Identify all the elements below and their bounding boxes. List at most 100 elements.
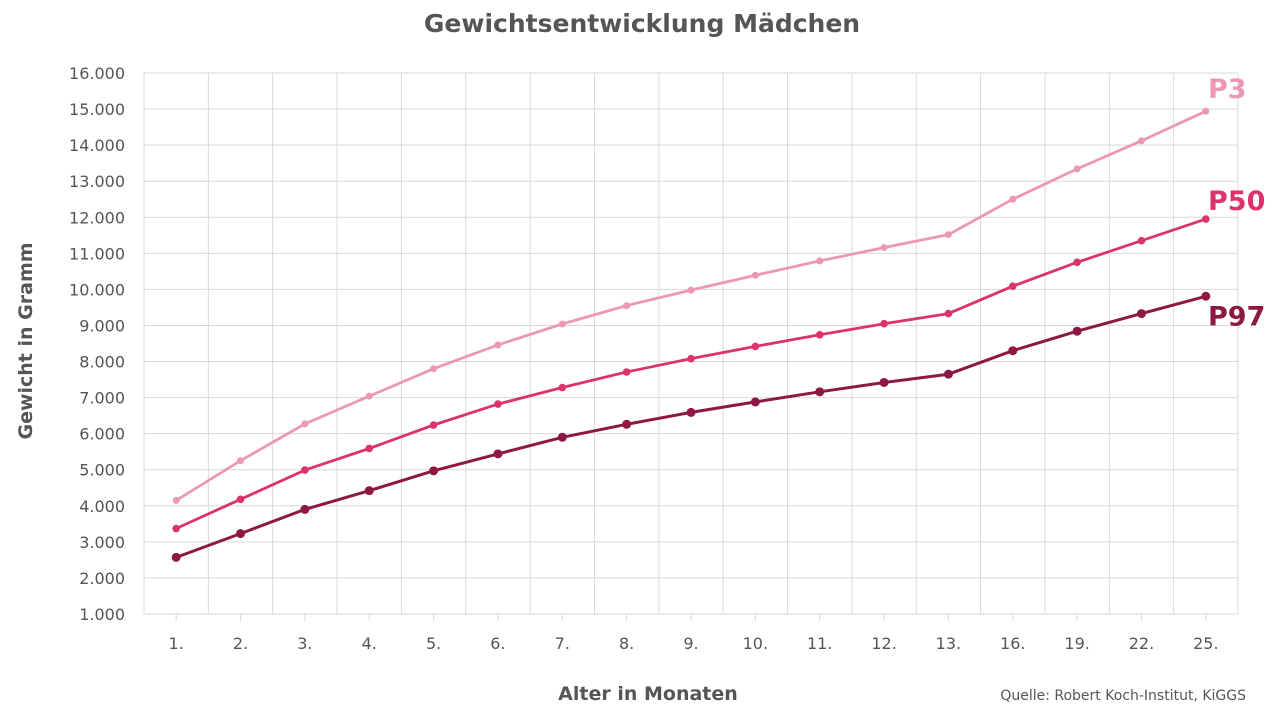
x-tick-label: 2. — [233, 634, 248, 653]
x-tick-label: 12. — [871, 634, 896, 653]
data-point — [1136, 309, 1146, 319]
series-p3 — [172, 107, 1210, 504]
data-point — [943, 369, 953, 379]
y-tick-label: 13.000 — [69, 172, 125, 191]
data-point — [622, 419, 632, 429]
data-point — [880, 244, 888, 252]
x-tick-label: 19. — [1064, 634, 1089, 653]
y-tick-label: 9.000 — [79, 316, 125, 335]
series-line — [175, 217, 1207, 530]
data-point — [623, 302, 631, 310]
y-tick-label: 11.000 — [69, 244, 125, 263]
series-p97 — [171, 291, 1211, 562]
x-tick-label: 4. — [362, 634, 377, 653]
data-point — [816, 257, 824, 265]
data-point — [429, 466, 439, 476]
x-axis-ticks: 1. 2. 3. 4. 5. 6. 7. 8. 9. 10. 11. 12. 13. 16. 19. 22. 2… — [169, 614, 1219, 653]
series-line — [175, 294, 1207, 559]
data-point — [1072, 326, 1082, 336]
y-tick-label: 2.000 — [79, 569, 125, 588]
data-point — [751, 342, 760, 351]
data-point — [815, 387, 825, 397]
x-tick-label: 6. — [490, 634, 505, 653]
data-point — [494, 400, 502, 408]
data-point — [237, 457, 245, 465]
y-axis-title: Gewicht in Gramm — [15, 242, 37, 439]
data-point — [1201, 291, 1211, 301]
y-tick-label: 1.000 — [79, 605, 125, 624]
series-end-label: P97 — [1208, 301, 1265, 332]
data-point — [1073, 258, 1081, 267]
x-tick-label: 10. — [743, 634, 768, 653]
data-point — [429, 421, 438, 429]
x-tick-label: 8. — [619, 634, 634, 653]
data-point — [944, 309, 953, 318]
x-tick-label: 1. — [169, 634, 184, 653]
data-point — [686, 407, 696, 417]
data-point — [1202, 107, 1210, 115]
x-axis-title: Alter in Monaten — [558, 683, 738, 705]
data-point — [1137, 137, 1145, 145]
data-point — [1009, 195, 1017, 203]
data-point — [1008, 282, 1017, 290]
x-tick-label: 9. — [683, 634, 698, 653]
y-axis-ticks: 1.000 2.000 3.000 4.000 5.000 6.000 7.000 8.000… — [69, 64, 125, 624]
data-point — [1008, 346, 1018, 356]
y-tick-label: 14.000 — [69, 136, 125, 155]
data-point — [493, 449, 503, 459]
data-point — [687, 354, 695, 363]
data-point — [172, 524, 180, 533]
data-point — [301, 420, 309, 428]
data-point — [301, 466, 309, 474]
data-point — [1073, 165, 1081, 173]
series-labels: P3 P50 P97 — [1208, 74, 1265, 332]
grid — [143, 72, 1239, 615]
x-tick-label: 5. — [426, 634, 441, 653]
series-end-label: P3 — [1208, 74, 1247, 105]
data-point — [880, 319, 888, 328]
data-point — [558, 320, 566, 328]
x-tick-label: 25. — [1193, 634, 1218, 653]
data-point — [171, 552, 181, 562]
data-point — [815, 331, 824, 339]
data-point — [300, 504, 310, 514]
source-note: Quelle: Robert Koch-Institut, KiGGS — [1000, 688, 1246, 704]
data-point — [364, 486, 374, 496]
data-point — [879, 377, 889, 387]
y-tick-label: 3.000 — [79, 533, 125, 552]
data-point — [622, 368, 631, 376]
data-point — [236, 529, 246, 539]
y-tick-label: 6.000 — [79, 425, 125, 444]
data-point — [172, 496, 180, 504]
data-point — [430, 365, 438, 373]
data-point — [494, 341, 502, 349]
data-point — [1137, 236, 1146, 245]
x-tick-label: 16. — [1000, 634, 1025, 653]
x-tick-label: 7. — [555, 634, 570, 653]
series-p50 — [172, 215, 1210, 533]
y-tick-label: 8.000 — [79, 353, 125, 372]
data-point — [687, 286, 695, 294]
data-point — [1202, 215, 1210, 223]
y-tick-label: 16.000 — [69, 64, 125, 83]
y-tick-label: 12.000 — [69, 208, 125, 227]
data-point — [236, 495, 245, 504]
x-tick-label: 13. — [936, 634, 961, 653]
y-tick-label: 10.000 — [69, 280, 125, 299]
series-line — [175, 109, 1207, 502]
data-point — [751, 271, 759, 279]
data-point — [750, 397, 760, 407]
y-tick-label: 4.000 — [79, 497, 125, 516]
y-tick-label: 5.000 — [79, 461, 125, 480]
data-point — [365, 444, 374, 453]
chart-title: Gewichtsentwicklung Mädchen — [424, 9, 860, 38]
x-tick-label: 11. — [807, 634, 832, 653]
x-tick-label: 22. — [1129, 634, 1154, 653]
data-point — [557, 432, 567, 442]
y-tick-label: 15.000 — [69, 100, 125, 119]
y-tick-label: 7.000 — [79, 389, 125, 408]
x-tick-label: 3. — [297, 634, 312, 653]
data-point — [558, 383, 567, 392]
data-point — [944, 231, 952, 239]
